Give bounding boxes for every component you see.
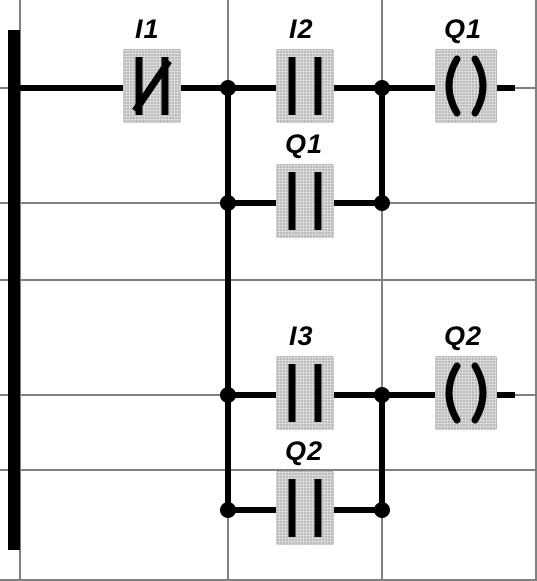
junction-node (220, 80, 236, 96)
junction-node (374, 80, 390, 96)
wire (379, 88, 385, 206)
contact-no-Q1 (276, 164, 334, 238)
label-I1: I1 (135, 14, 160, 45)
junction-node (220, 502, 236, 518)
label-I3: I3 (289, 321, 314, 352)
ladder-diagram: I1 I2 Q1 Q1 (0, 0, 537, 581)
wire (379, 395, 385, 513)
wire (225, 88, 231, 206)
coil-Q1 (435, 49, 497, 123)
junction-node (374, 502, 390, 518)
contact-nc-I1 (123, 49, 181, 123)
label-Q2-contact: Q2 (285, 436, 323, 467)
junction-node (374, 195, 390, 211)
junction-node (374, 387, 390, 403)
label-I2: I2 (289, 14, 314, 45)
label-Q2-coil: Q2 (444, 321, 482, 352)
junction-node (220, 195, 236, 211)
wire (225, 203, 231, 513)
left-power-rail (8, 30, 20, 550)
contact-no-I3 (276, 356, 334, 430)
junction-node (220, 387, 236, 403)
coil-Q2 (435, 356, 497, 430)
contact-no-I2 (276, 49, 334, 123)
label-Q1-coil: Q1 (444, 14, 482, 45)
label-Q1-contact: Q1 (285, 129, 323, 160)
contact-no-Q2 (276, 471, 334, 545)
